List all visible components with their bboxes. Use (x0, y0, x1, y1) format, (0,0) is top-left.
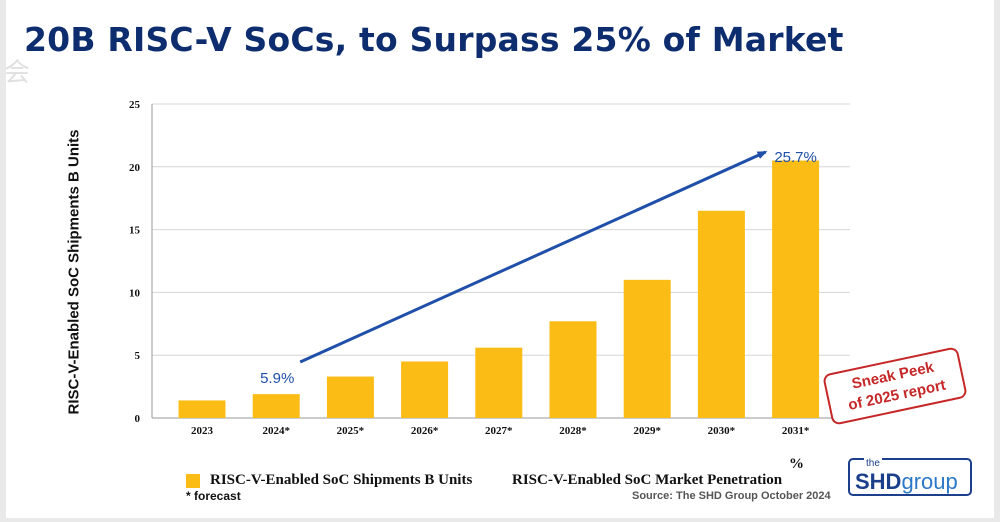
y-tick-label: 15 (129, 225, 141, 237)
y-tick-label: 0 (135, 413, 141, 425)
annotation-label: 5.9% (260, 370, 294, 387)
x-tick-label: 2025* (337, 425, 365, 437)
legend-penetration-unit: % (789, 456, 804, 472)
trend-arrow (299, 150, 768, 364)
bar (252, 394, 300, 418)
legend-swatch-shipments (186, 473, 200, 488)
bar (697, 210, 745, 418)
y-tick-labels: 0 5 10 15 20 25 (129, 99, 141, 425)
bar (326, 376, 374, 418)
y-tick-label: 25 (129, 99, 141, 111)
shd-group-logo: the SHDgroup (848, 458, 972, 496)
y-tick-label: 5 (135, 350, 141, 362)
y-tick-label: 20 (129, 162, 141, 174)
bar (475, 347, 523, 418)
x-tick-label: 2030* (708, 425, 736, 437)
chart-bars (178, 160, 820, 418)
x-tick-label: 2029* (633, 425, 661, 437)
logo-group: group (901, 469, 958, 494)
legend-label-shipments: RISC-V-Enabled SoC Shipments B Units (210, 472, 473, 488)
x-tick-label: 2024* (262, 425, 290, 437)
logo-wordmark: SHDgroup (855, 469, 958, 495)
x-tick-label: 2028* (559, 425, 587, 437)
x-tick-label: 2027* (485, 425, 513, 437)
annotation-label: 25.7% (774, 149, 817, 166)
slide-title: 20B RISC-V SoCs, to Surpass 25% of Marke… (24, 20, 844, 59)
bar (623, 279, 671, 418)
y-tick-label: 10 (129, 287, 141, 299)
watermark-glyph: 会 (4, 57, 31, 87)
legend-shipments: RISC-V-Enabled SoC Shipments B Units (186, 472, 472, 489)
x-tick-label: 2031* (782, 425, 810, 437)
legend-label-penetration: RISC-V-Enabled SoC Market Penetration (512, 472, 783, 488)
x-tick-labels: 2023 2024* 2025* 2026* 2027* 2028* 2029* 2030* 2… (191, 425, 810, 437)
bar (401, 361, 449, 418)
bar (549, 321, 597, 418)
forecast-footnote: * forecast (186, 489, 241, 503)
x-tick-label: 2023 (191, 425, 214, 437)
bar (772, 160, 820, 418)
source-note: Source: The SHD Group October 2024 (632, 490, 831, 502)
bar (178, 400, 226, 418)
logo-the: the (864, 458, 882, 469)
x-tick-label: 2026* (411, 425, 439, 437)
logo-shd: SHD (855, 469, 902, 494)
